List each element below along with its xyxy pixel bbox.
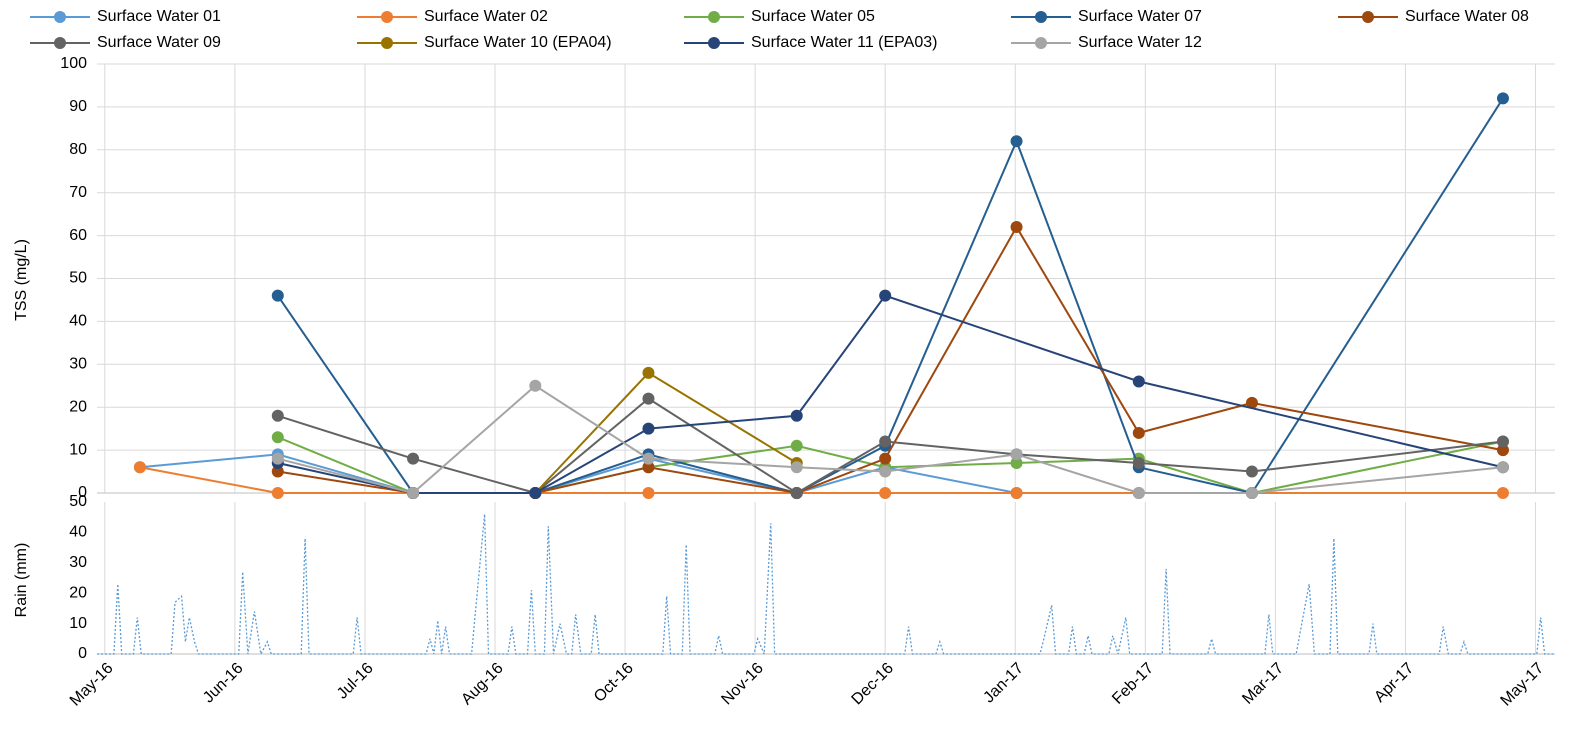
series-line — [97, 514, 1555, 657]
legend-marker — [54, 11, 66, 23]
y-axis-title: TSS (mg/L) — [13, 239, 30, 321]
data-point — [1496, 461, 1509, 474]
y-tick-label: 40 — [69, 313, 87, 330]
data-point — [1132, 487, 1145, 499]
y-tick-label: 10 — [69, 615, 87, 632]
legend-label: Surface Water 05 — [751, 8, 875, 25]
legend-label: Surface Water 12 — [1078, 34, 1202, 51]
legend-label: Surface Water 02 — [424, 8, 548, 25]
x-tick-label: Feb-17 — [1109, 660, 1157, 708]
y-tick-label: 10 — [69, 441, 87, 458]
x-tick-label: Jul-16 — [334, 660, 377, 703]
series-line — [534, 371, 798, 494]
legend-label: Surface Water 09 — [97, 34, 221, 51]
data-point — [133, 461, 146, 474]
legend-label: Surface Water 11 (EPA03) — [751, 34, 937, 51]
data-point — [1132, 456, 1145, 469]
data-point — [1496, 92, 1509, 105]
data-point — [529, 487, 542, 499]
x-tick-label: Nov-16 — [718, 660, 767, 709]
y-tick-label: 0 — [78, 645, 87, 662]
data-point — [271, 465, 284, 478]
legend-marker — [1035, 11, 1047, 23]
series-line — [277, 397, 1504, 495]
data-point — [407, 452, 420, 465]
data-point — [879, 452, 892, 465]
data-point — [879, 487, 892, 499]
series-line — [277, 384, 1504, 495]
data-point — [879, 435, 892, 448]
data-point — [879, 289, 892, 302]
legend-marker — [381, 37, 393, 49]
x-tick-label: Jun-16 — [200, 660, 247, 707]
x-tick-label: Dec-16 — [848, 660, 897, 709]
data-point — [1245, 465, 1258, 478]
data-point — [1132, 426, 1145, 439]
data-point — [790, 439, 803, 452]
data-point — [1245, 396, 1258, 409]
x-tick-label: Jan-17 — [980, 660, 1027, 707]
legend-marker — [381, 11, 393, 23]
data-point — [529, 379, 542, 392]
legend-label: Surface Water 01 — [97, 8, 221, 25]
data-point — [642, 487, 655, 499]
data-point — [642, 461, 655, 474]
y-tick-label: 20 — [69, 398, 87, 415]
x-tick-label: Mar-17 — [1239, 660, 1287, 708]
legend-label: Surface Water 10 (EPA04) — [424, 34, 612, 51]
data-point — [271, 409, 284, 422]
data-point — [1496, 435, 1509, 448]
data-point — [271, 431, 284, 444]
legend-marker — [54, 37, 66, 49]
data-point — [1496, 444, 1509, 457]
data-point — [271, 487, 284, 499]
x-tick-label: May-17 — [1498, 660, 1548, 710]
legend-label: Surface Water 08 — [1405, 8, 1529, 25]
data-point — [1010, 448, 1023, 461]
data-point — [1010, 221, 1023, 234]
y-tick-label: 20 — [69, 584, 87, 601]
legend-marker — [1035, 37, 1047, 49]
data-point — [642, 422, 655, 435]
data-point — [1010, 487, 1023, 499]
x-tick-label: Oct-16 — [591, 660, 637, 706]
data-point — [407, 487, 420, 499]
data-point — [790, 487, 803, 499]
y-tick-label: 30 — [69, 554, 87, 571]
y-tick-label: 50 — [69, 270, 87, 287]
data-point — [1132, 375, 1145, 388]
data-point — [1496, 487, 1509, 499]
x-tick-label: Apr-17 — [1371, 660, 1417, 706]
data-point — [790, 409, 803, 422]
legend-marker — [708, 11, 720, 23]
y-axis-title: Rain (mm) — [13, 543, 30, 618]
data-point — [790, 461, 803, 474]
y-tick-label: 70 — [69, 184, 87, 201]
series-line — [277, 225, 1504, 495]
data-point — [271, 289, 284, 302]
data-point — [642, 366, 655, 379]
data-point — [1010, 456, 1023, 469]
y-tick-label: 30 — [69, 356, 87, 373]
y-tick-label: 0 — [78, 484, 87, 501]
x-tick-label: Aug-16 — [458, 660, 507, 709]
y-tick-label: 80 — [69, 141, 87, 158]
data-point — [642, 392, 655, 405]
data-point — [1245, 487, 1258, 499]
data-point — [879, 465, 892, 478]
y-tick-label: 60 — [69, 227, 87, 244]
series-line — [277, 294, 1504, 494]
y-tick-label: 40 — [69, 524, 87, 541]
legend-label: Surface Water 07 — [1078, 8, 1202, 25]
y-tick-label: 100 — [60, 55, 87, 72]
y-tick-label: 90 — [69, 98, 87, 115]
y-tick-label: 50 — [69, 493, 87, 510]
data-point — [1010, 135, 1023, 148]
data-point — [642, 452, 655, 465]
legend-marker — [1362, 11, 1374, 23]
x-tick-label: May-16 — [67, 660, 117, 710]
legend-marker — [708, 37, 720, 49]
data-point — [271, 452, 284, 465]
